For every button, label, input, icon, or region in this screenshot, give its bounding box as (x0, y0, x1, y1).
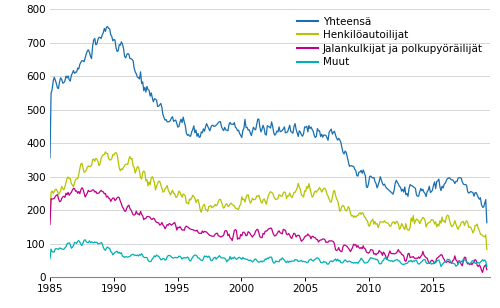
Legend: Yhteensä, Henkilöautoilijat, Jalankulkijat ja polkupyöräilijät, Muut: Yhteensä, Henkilöautoilijat, Jalankulkij… (294, 14, 485, 70)
